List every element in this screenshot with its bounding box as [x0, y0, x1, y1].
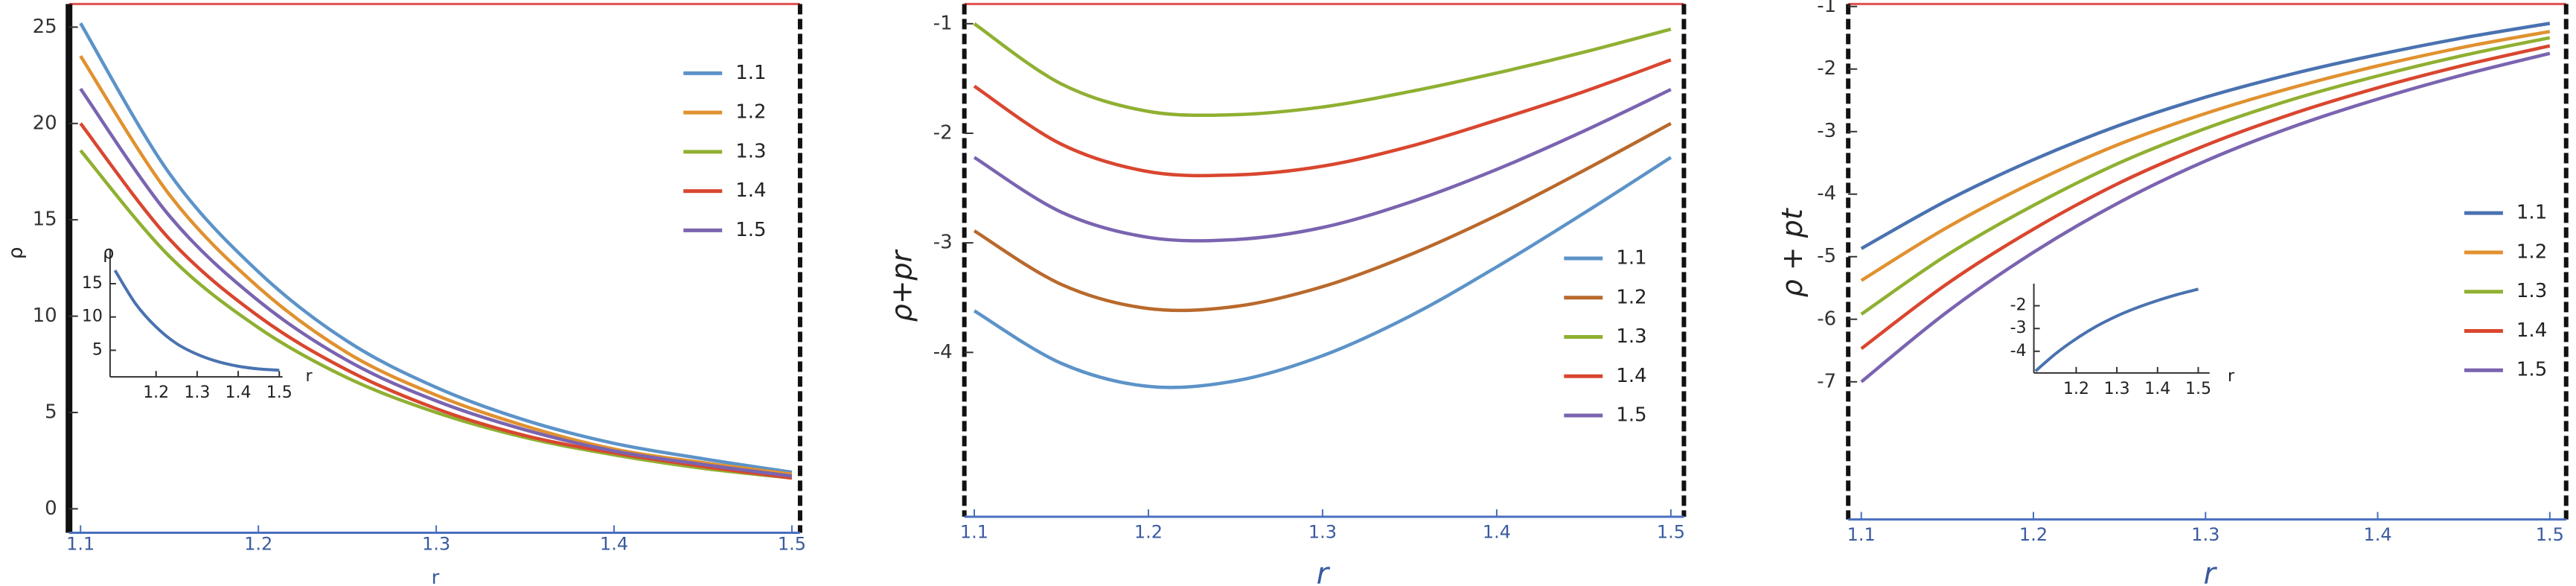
legend-label: 1.1	[735, 62, 766, 84]
x-tick-label: 1.5	[778, 534, 806, 555]
legend-label: 1.3	[735, 140, 766, 162]
series-line	[79, 122, 793, 480]
y-axis-title: ρ	[5, 247, 28, 260]
x-tick-label: 1.2	[1134, 521, 1163, 542]
inset-y-tick-label: -2	[2010, 296, 2027, 315]
y-tick-label: -4	[933, 341, 953, 363]
series-line	[973, 121, 1672, 313]
y-tick-label: -3	[1817, 120, 1836, 142]
y-tick-label: -6	[1817, 308, 1836, 330]
inset-y-tick-label: -3	[2010, 319, 2027, 337]
legend-label: 1.1	[1616, 246, 1646, 269]
legend-label: 1.2	[2516, 241, 2547, 263]
series-line	[973, 58, 1672, 178]
legend-label: 1.4	[2516, 319, 2547, 342]
series-line	[79, 22, 793, 474]
y-tick-label: 25	[33, 16, 57, 38]
inset-x-tick-label: 1.3	[184, 383, 210, 402]
series-line	[1860, 36, 2551, 316]
legend-label: 1.2	[735, 101, 766, 124]
x-tick-label: 1.5	[2536, 524, 2564, 545]
x-tick-label: 1.2	[2019, 524, 2048, 545]
legend-label: 1.5	[2516, 359, 2547, 381]
y-axis-title: ρ + pt	[1776, 207, 1809, 297]
series-line	[79, 54, 793, 477]
y-tick-label: 10	[33, 305, 57, 327]
inset-x-title: r	[2228, 367, 2235, 386]
inset-x-tick-label: 1.2	[2063, 380, 2089, 398]
x-axis-title: r	[2204, 557, 2218, 586]
x-tick-label: 1.3	[2191, 524, 2219, 545]
y-tick-label: -4	[1817, 182, 1836, 205]
legend-label: 1.1	[2516, 202, 2547, 224]
inset-x-tick-label: 1.5	[266, 383, 293, 402]
series-line	[1860, 22, 2551, 250]
y-tick-label: 20	[33, 112, 57, 134]
series-line	[79, 87, 793, 478]
legend-label: 1.5	[1616, 404, 1646, 427]
legend-label: 1.5	[735, 219, 766, 241]
inset-y-tick-label: 10	[82, 308, 103, 326]
x-tick-label: 1.5	[1657, 521, 1685, 542]
legend-label: 1.3	[1616, 325, 1646, 348]
legend-label: 1.4	[1616, 365, 1646, 387]
x-tick-label: 1.3	[1308, 521, 1337, 542]
series-line	[1860, 44, 2551, 350]
legend-label: 1.4	[735, 179, 766, 202]
x-tick-label: 1.4	[600, 534, 628, 555]
y-tick-label: -1	[1817, 0, 1836, 17]
x-tick-label: 1.4	[2363, 524, 2391, 545]
series-line	[973, 156, 1672, 389]
inset-y-title: ρ	[103, 242, 114, 263]
y-tick-label: -1	[933, 12, 953, 34]
y-tick-label: -2	[933, 121, 953, 144]
x-tick-label: 1.2	[244, 534, 272, 555]
inset-line	[113, 270, 280, 372]
inset-y-tick-label: 5	[92, 340, 103, 359]
x-tick-label: 1.3	[422, 534, 450, 555]
x-axis-title: r	[1317, 557, 1331, 586]
y-tick-label: 0	[45, 497, 57, 520]
inset-x-tick-label: 1.3	[2104, 380, 2130, 398]
x-tick-label: 1.4	[1483, 521, 1511, 542]
inset-x-tick-label: 1.4	[2144, 380, 2170, 398]
series-line	[1860, 30, 2551, 282]
series-line	[79, 149, 793, 480]
series-line	[1860, 51, 2551, 383]
series-line	[973, 88, 1672, 243]
y-tick-label: -2	[1817, 57, 1836, 80]
inset-y-tick-label: 15	[82, 274, 103, 293]
x-axis-title: r	[432, 567, 440, 586]
legend-label: 1.3	[2516, 280, 2547, 302]
series-line	[973, 22, 1672, 118]
x-tick-label: 1.1	[960, 521, 988, 542]
inset-x-title: r	[306, 367, 313, 386]
y-tick-label: -7	[1817, 370, 1836, 392]
legend-label: 1.2	[1616, 286, 1646, 308]
y-axis-title: ρ+pr	[885, 249, 918, 322]
y-tick-label: -3	[933, 232, 953, 254]
y-tick-label: 5	[45, 401, 57, 423]
y-tick-label: 15	[33, 208, 57, 231]
inset-x-tick-label: 1.2	[143, 383, 169, 402]
inset-x-tick-label: 1.4	[226, 383, 252, 402]
inset-line	[2034, 287, 2199, 372]
inset-y-tick-label: -4	[2010, 342, 2027, 360]
y-tick-label: -5	[1817, 245, 1836, 267]
inset-x-tick-label: 1.5	[2185, 380, 2211, 398]
x-tick-label: 1.1	[66, 534, 95, 555]
x-tick-label: 1.1	[1847, 524, 1876, 545]
